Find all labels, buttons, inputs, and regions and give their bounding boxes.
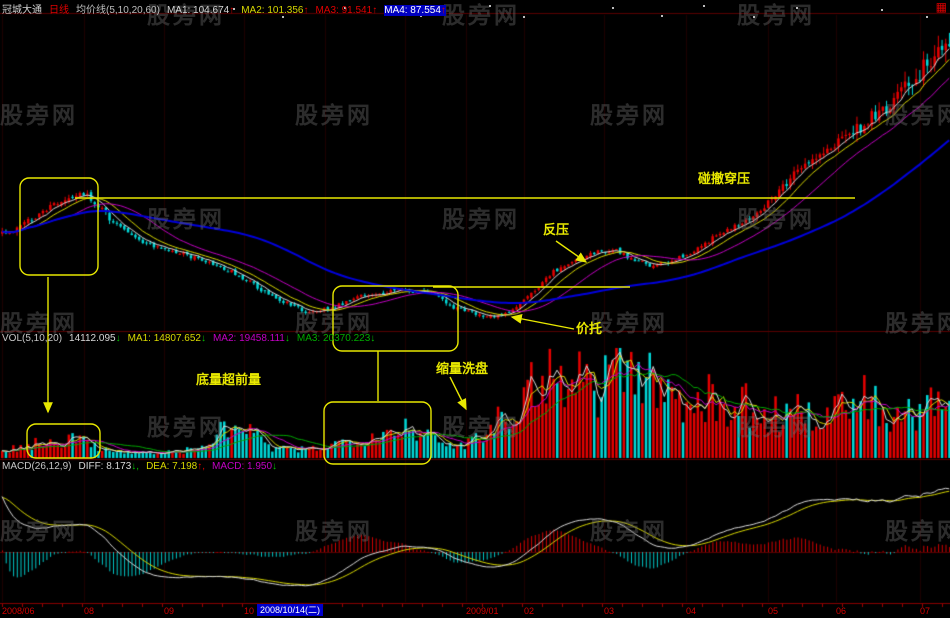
macd-readout-2: MACD: 1.950↓ [212, 461, 278, 472]
ma-readouts: MA1: 104.674↑ MA2: 101.356↑ MA3: 91.541↑ MA… [167, 5, 453, 16]
trend-arrow-icon: ↓ [200, 333, 206, 344]
trend-arrow-icon: ↓, [131, 461, 140, 472]
volume-header: VOL(5,10,20) 14112.095↓ MA1: 14807.652↓ MA2… [2, 333, 382, 344]
macd-header: MACD(26,12,9) DIFF: 8.173↓, DEA: 7.198↑, MA… [2, 461, 284, 472]
axis-label-4: 2009/01 [466, 606, 499, 616]
ma-readout-3: MA4: 87.554↑ [384, 5, 446, 16]
vol-readout-3: MA3: 20370.223↓ [296, 333, 376, 344]
main-header: 冠城大通 日线 均价线(5,10,20,60) MA1: 104.674↑ MA2: 1… [2, 1, 453, 16]
corner-grid-icon[interactable]: ▦ [935, 0, 947, 14]
ma-readout-1: MA2: 101.356↑ [241, 5, 309, 16]
macd-readout-0: DIFF: 8.173↓, [78, 461, 140, 472]
macd-readout-1: DEA: 7.198↑, [146, 461, 205, 472]
vol-readout-0: 14112.095↓ [69, 333, 121, 344]
axis-label-6: 03 [604, 606, 615, 616]
stock-name: 冠城大通 [2, 5, 42, 16]
axis-label-8: 05 [768, 606, 779, 616]
axis-label-0: 2008/06 [2, 606, 35, 616]
axis-label-3: 10 [244, 606, 255, 616]
macd-readouts: DIFF: 8.173↓, DEA: 7.198↑, MACD: 1.950↓ [78, 461, 284, 472]
trend-arrow-icon: ↑ [229, 5, 235, 16]
vol-readout-1: MA1: 14807.652↓ [127, 333, 206, 344]
axis-label-1: 08 [84, 606, 95, 616]
trend-arrow-icon: ↑ [440, 5, 446, 16]
trend-arrow-icon: ↓ [115, 333, 121, 344]
axis-label-9: 06 [836, 606, 847, 616]
axis-label-7: 04 [686, 606, 697, 616]
trend-arrow-icon: ↓ [284, 333, 290, 344]
volume-indicator-label: VOL(5,10,20) [2, 333, 63, 344]
ma-readout-2: MA3: 91.541↑ [315, 5, 378, 16]
trend-arrow-icon: ↑ [303, 5, 309, 16]
trend-arrow-icon: ↓ [272, 461, 278, 472]
axis-label-10: 07 [920, 606, 931, 616]
trend-arrow-icon: ↑, [197, 461, 205, 472]
axis-label-2: 09 [164, 606, 175, 616]
selected-date-box: 2008/10/14(二) [257, 604, 324, 616]
volume-readouts: 14112.095↓ MA1: 14807.652↓ MA2: 19458.111↓… [69, 333, 382, 344]
trend-arrow-icon: ↓ [370, 333, 376, 344]
axis-label-5: 02 [524, 606, 535, 616]
macd-indicator-label: MACD(26,12,9) [2, 461, 72, 472]
period-label: 日线 [49, 5, 69, 16]
ma-readout-0: MA1: 104.674↑ [166, 5, 235, 16]
vol-readout-2: MA2: 19458.111↓ [212, 333, 290, 344]
trend-arrow-icon: ↑ [372, 5, 378, 16]
indicator-label: 均价线(5,10,20,60) [76, 5, 160, 16]
